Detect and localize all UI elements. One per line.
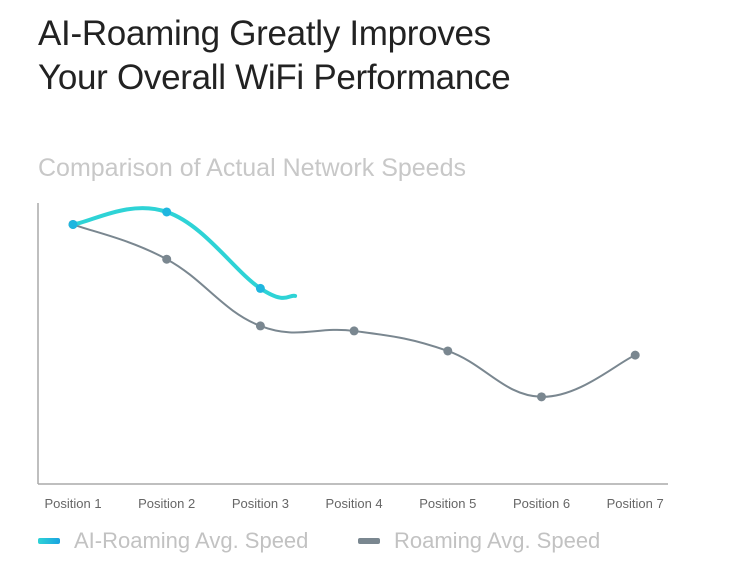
series-line-roaming	[72, 223, 637, 398]
data-point	[630, 350, 640, 360]
chart-title: Comparison of Actual Network Speeds	[38, 154, 466, 182]
page-title: AI-Roaming Greatly Improves Your Overall…	[38, 12, 511, 100]
x-tick-label: Position 1	[44, 496, 101, 511]
legend-item-ai-roaming: AI-Roaming Avg. Speed	[38, 528, 308, 554]
x-tick-label: Position 7	[607, 496, 664, 511]
title-line-2: Your Overall WiFi Performance	[38, 58, 511, 97]
data-point	[162, 254, 172, 264]
x-tick-label: Position 4	[326, 496, 383, 511]
title-line-1: AI-Roaming Greatly Improves	[38, 14, 491, 53]
x-tick-label: Position 3	[232, 496, 289, 511]
x-tick-label: Position 6	[513, 496, 570, 511]
data-point	[255, 283, 265, 293]
series-line-ai-roaming	[71, 206, 298, 300]
data-point	[537, 392, 546, 402]
legend-label: AI-Roaming Avg. Speed	[74, 528, 309, 553]
data-point	[68, 219, 78, 229]
data-point	[349, 326, 359, 336]
data-point	[255, 321, 265, 331]
x-tick-label: Position 2	[138, 496, 195, 511]
x-tick-label: Position 5	[419, 496, 476, 511]
legend-swatch-ai-roaming	[38, 538, 60, 544]
legend-item-roaming: Roaming Avg. Speed	[358, 528, 600, 554]
legend-label: Roaming Avg. Speed	[394, 528, 601, 553]
data-point	[443, 346, 453, 356]
legend-swatch-roaming	[358, 538, 380, 544]
data-point	[162, 207, 172, 217]
